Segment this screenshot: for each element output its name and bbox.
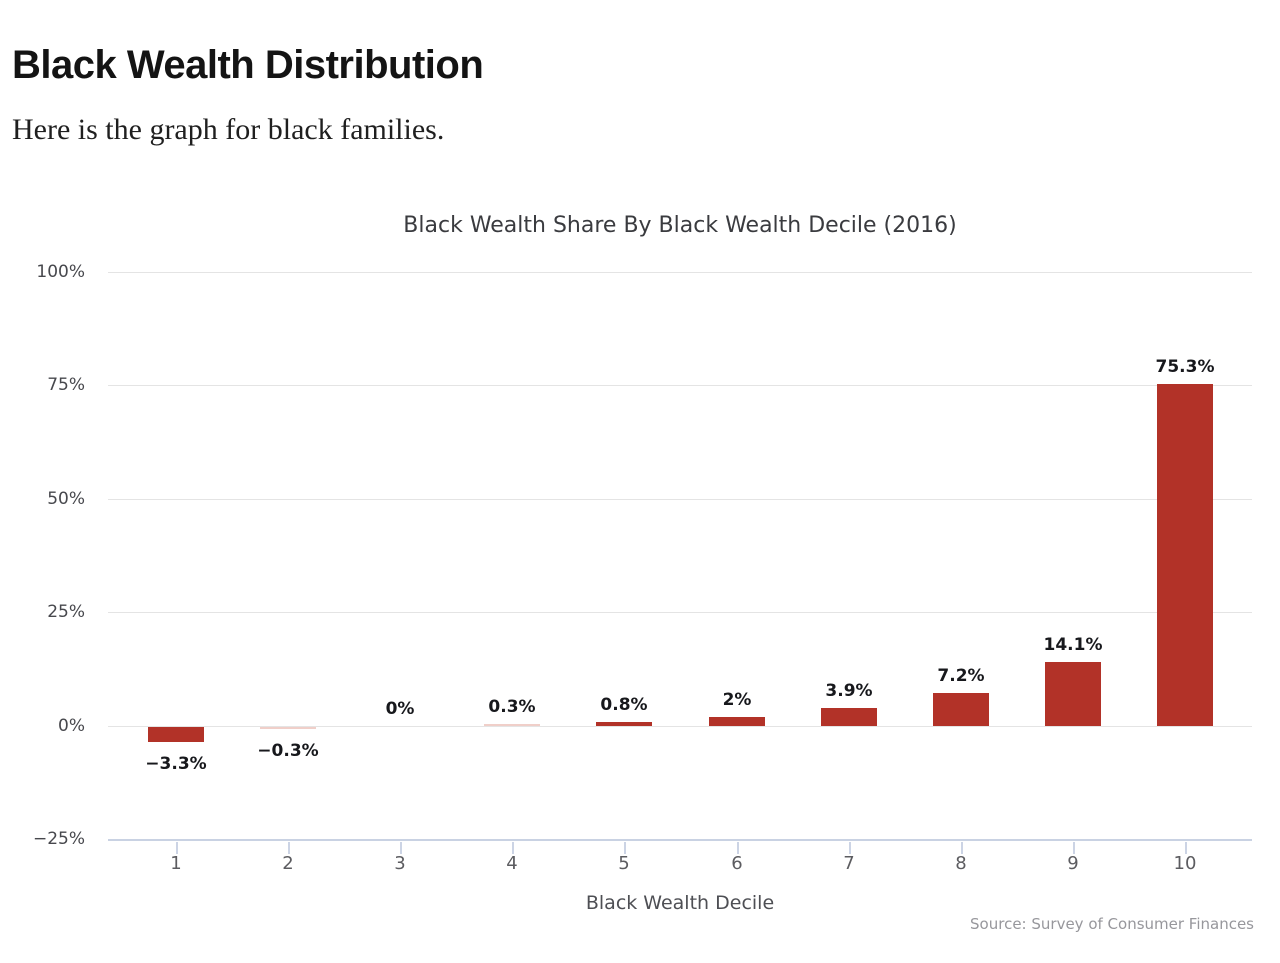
bar-decile-10 [1157, 384, 1213, 726]
bar-value-label-7: 3.9% [825, 681, 873, 701]
bar-value-label-6: 2% [722, 690, 752, 710]
x-tick-label-4: 4 [506, 853, 518, 874]
chart-title: Black Wealth Share By Black Wealth Decil… [403, 213, 957, 238]
y-tick-label-0: 0% [58, 716, 85, 736]
x-axis-title: Black Wealth Decile [585, 892, 775, 914]
bar-value-label-10: 75.3% [1155, 357, 1215, 377]
x-tick-9 [1073, 842, 1075, 854]
bar-decile-1 [148, 727, 204, 742]
bar-decile-5 [596, 722, 652, 726]
bar-value-label-4: 0.3% [488, 697, 536, 717]
bar-value-label-2: −0.3% [257, 741, 319, 761]
bar-value-label-9: 14.1% [1043, 635, 1103, 655]
x-tick-2 [288, 842, 290, 854]
gridline-75 [108, 385, 1252, 386]
bar-value-label-5: 0.8% [600, 695, 648, 715]
gridline-25 [108, 612, 1252, 613]
x-tick-3 [400, 842, 402, 854]
x-tick-label-1: 1 [170, 853, 182, 874]
x-tick-label-6: 6 [731, 853, 743, 874]
x-tick-label-2: 2 [282, 853, 294, 874]
x-tick-label-7: 7 [843, 853, 855, 874]
bar-value-label-8: 7.2% [937, 666, 985, 686]
x-tick-label-9: 9 [1067, 853, 1079, 874]
x-tick-label-3: 3 [394, 853, 406, 874]
gridline-100 [108, 272, 1252, 273]
x-axis-line [108, 839, 1252, 841]
y-tick-label--25: −25% [32, 829, 85, 849]
y-tick-label-50: 50% [47, 489, 85, 509]
bar-decile-4 [484, 724, 540, 726]
intro-text: Here is the graph for black families. [12, 113, 445, 146]
gridline-0 [108, 726, 1252, 727]
y-tick-label-100: 100% [36, 262, 85, 282]
x-tick-5 [624, 842, 626, 854]
bar-decile-7 [821, 708, 877, 726]
x-tick-6 [737, 842, 739, 854]
gridline-50 [108, 499, 1252, 500]
x-tick-1 [176, 842, 178, 854]
y-tick-label-75: 75% [47, 375, 85, 395]
bar-decile-6 [709, 717, 765, 726]
bar-value-label-3: 0% [385, 699, 415, 719]
source-note: Source: Survey of Consumer Finances [970, 915, 1254, 933]
x-tick-4 [512, 842, 514, 854]
bar-decile-9 [1045, 662, 1101, 726]
bar-value-label-1: −3.3% [145, 754, 207, 774]
x-tick-label-8: 8 [955, 853, 967, 874]
x-tick-label-5: 5 [618, 853, 630, 874]
y-tick-label-25: 25% [47, 602, 85, 622]
x-tick-7 [849, 842, 851, 854]
bar-decile-8 [933, 693, 989, 726]
bar-decile-2 [260, 727, 316, 729]
x-tick-10 [1185, 842, 1187, 854]
x-tick-label-10: 10 [1173, 853, 1197, 874]
x-tick-8 [961, 842, 963, 854]
page-title: Black Wealth Distribution [12, 42, 484, 87]
